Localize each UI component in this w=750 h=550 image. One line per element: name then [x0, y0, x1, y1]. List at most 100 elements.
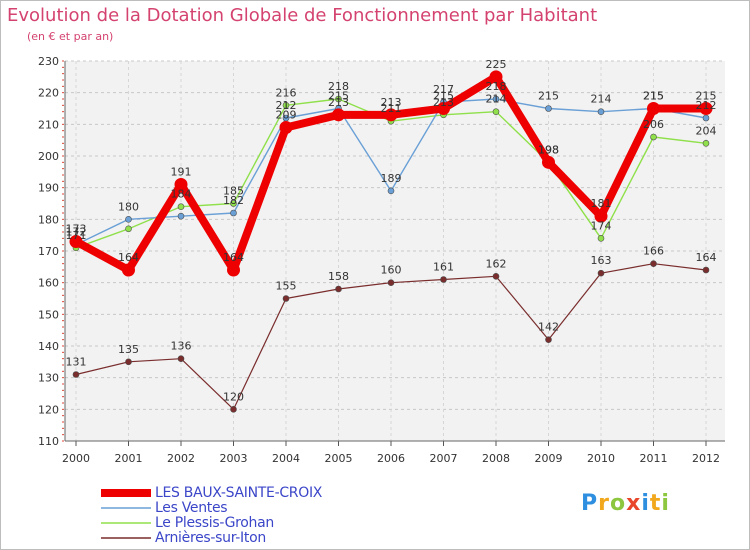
data-point-baux: [227, 263, 240, 277]
x-tick-label: 2007: [430, 452, 458, 465]
data-label-baux: 209: [276, 109, 297, 122]
data-point-baux: [437, 102, 450, 115]
data-label-plessis: 218: [328, 80, 349, 93]
data-point-ventes: [230, 209, 237, 217]
x-tick-label: 2011: [640, 452, 668, 465]
data-label-arnieres: 155: [276, 280, 297, 293]
data-label-baux: 213: [328, 96, 349, 109]
data-point-arnieres: [702, 266, 710, 274]
legend-label-arnieres: Arnières-sur-Iton: [155, 529, 266, 546]
data-label-ventes: 189: [381, 172, 402, 185]
data-point-arnieres: [125, 358, 132, 366]
data-point-baux: [279, 121, 293, 134]
x-tick-label: 2006: [377, 452, 405, 465]
data-point-ventes: [545, 105, 552, 112]
data-label-arnieres: 161: [433, 261, 454, 274]
data-label-arnieres: 164: [696, 251, 717, 264]
data-label-plessis: 204: [696, 124, 717, 137]
legend-item-baux: LES BAUX-SAINTE-CROIX: [101, 485, 322, 501]
data-label-ventes: 180: [118, 200, 139, 213]
x-tick-label: 2000: [62, 452, 90, 465]
data-point-arnieres: [282, 295, 290, 302]
data-point-baux: [542, 155, 555, 169]
legend-label-plessis: Le Plessis-Grohan: [155, 514, 274, 531]
x-tick-label: 2009: [535, 452, 563, 465]
data-label-baux: 215: [643, 90, 664, 103]
y-tick-label: 160: [38, 277, 59, 290]
proxiti-logo: Proxiti: [581, 491, 670, 516]
legend: LES BAUX-SAINTE-CROIX Les Ventes Le Ples…: [101, 485, 322, 546]
data-point-baux: [122, 263, 135, 277]
x-tick-label: 2008: [482, 452, 510, 465]
x-tick-label: 2004: [272, 452, 300, 465]
data-label-baux: 191: [171, 166, 192, 179]
data-point-ventes: [125, 216, 132, 223]
data-point-ventes: [177, 212, 185, 220]
data-point-plessis: [335, 95, 342, 103]
data-point-baux: [594, 209, 608, 223]
data-label-plessis: 216: [276, 86, 297, 99]
data-label-ventes: 215: [643, 90, 664, 103]
y-tick-label: 140: [38, 340, 59, 353]
data-label-plessis: 213: [433, 96, 454, 109]
data-point-plessis: [177, 203, 185, 210]
y-tick-label: 110: [38, 435, 59, 448]
data-label-ventes: 214: [591, 93, 612, 106]
chart-subtitle: (en € et par an): [27, 30, 114, 43]
data-point-plessis: [282, 102, 290, 109]
data-point-arnieres: [230, 406, 237, 413]
data-label-ventes: 217: [433, 83, 454, 96]
data-label-arnieres: 163: [591, 254, 612, 267]
y-tick-label: 120: [38, 403, 59, 416]
data-point-plessis: [702, 140, 710, 147]
data-point-plessis: [492, 108, 500, 115]
data-point-baux: [174, 178, 188, 191]
data-point-ventes: [492, 95, 500, 103]
data-label-plessis: 206: [643, 118, 664, 131]
data-label-ventes: 218: [486, 80, 507, 93]
data-label-plessis: 185: [223, 185, 244, 198]
data-point-plessis: [650, 133, 657, 141]
data-label-plessis: 171: [66, 229, 87, 242]
data-label-ventes: 172: [66, 226, 87, 239]
data-label-baux: 215: [696, 90, 717, 103]
x-tick-label: 2002: [167, 452, 195, 465]
y-tick-label: 220: [38, 87, 59, 100]
legend-item-ventes: Les Ventes: [101, 499, 322, 516]
data-point-baux: [699, 102, 713, 115]
data-label-arnieres: 158: [328, 270, 349, 283]
data-label-baux: 225: [486, 58, 507, 71]
data-point-baux: [69, 235, 83, 248]
data-point-arnieres: [387, 279, 395, 286]
x-tick-label: 2005: [325, 452, 353, 465]
data-label-ventes: 212: [696, 99, 717, 112]
y-tick-label: 130: [38, 372, 59, 385]
data-point-arnieres: [597, 269, 605, 277]
data-point-ventes: [387, 187, 395, 195]
data-label-arnieres: 162: [486, 257, 507, 270]
x-tick-label: 2003: [220, 452, 248, 465]
data-point-plessis: [125, 225, 132, 233]
data-label-ventes: 182: [223, 194, 244, 207]
y-tick-label: 150: [38, 308, 59, 321]
data-point-arnieres: [440, 276, 447, 283]
data-label-arnieres: 120: [223, 390, 244, 403]
data-point-baux: [332, 108, 345, 122]
data-label-baux: 164: [223, 251, 244, 264]
data-point-ventes: [702, 114, 710, 122]
data-label-arnieres: 135: [118, 343, 139, 356]
data-label-baux: 173: [66, 223, 87, 236]
data-label-baux: 198: [538, 143, 559, 156]
data-label-arnieres: 136: [171, 340, 192, 353]
y-tick-label: 170: [38, 245, 59, 258]
y-tick-label: 210: [38, 118, 59, 131]
chart-title: Evolution de la Dotation Globale de Fonc…: [7, 5, 598, 26]
data-label-plessis: 214: [486, 93, 507, 106]
data-label-ventes: 212: [276, 99, 297, 112]
data-label-plessis: 174: [591, 219, 612, 232]
legend-label-ventes: Les Ventes: [155, 499, 228, 516]
data-label-baux: 215: [433, 90, 454, 103]
legend-item-arnieres: Arnières-sur-Iton: [101, 529, 322, 546]
data-point-plessis: [230, 200, 237, 207]
